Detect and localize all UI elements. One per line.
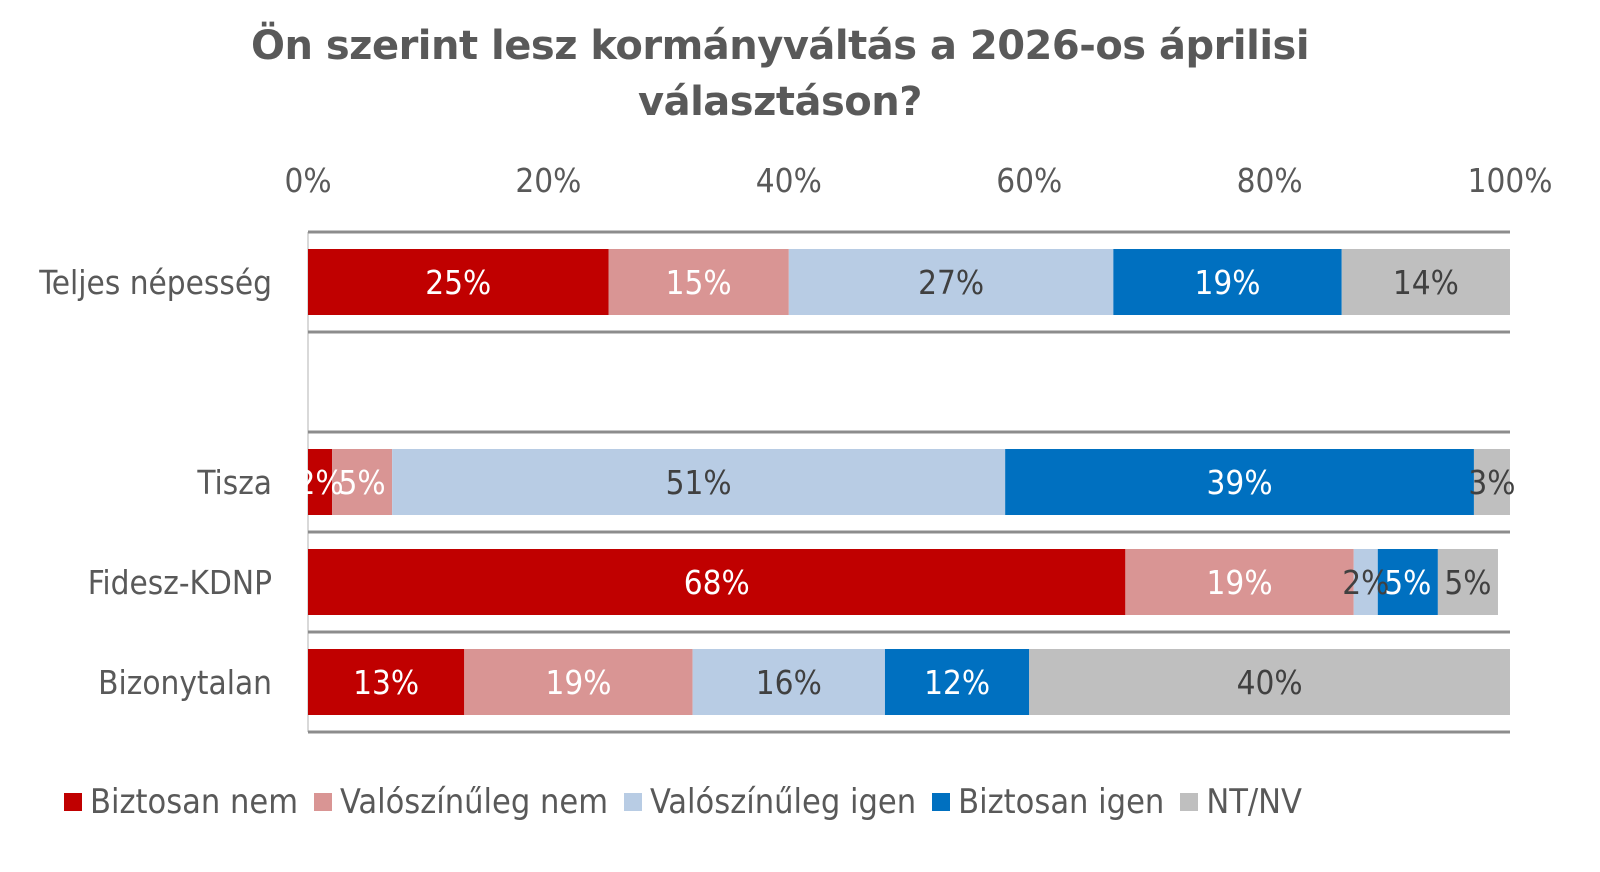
legend-item: Biztosan nem [64,782,298,822]
bar-segment [1125,549,1354,615]
bar-segment [464,649,693,715]
data-label: 19% [1195,263,1261,302]
data-label: 12% [924,663,990,702]
legend-swatch [932,793,951,811]
legend-label: Biztosan nem [90,782,299,822]
bar-segment [1341,249,1510,315]
data-label: 39% [1207,463,1273,502]
category-label: Bizonytalan [98,663,272,702]
bar-segment [1005,449,1474,515]
data-label: 40% [1237,663,1303,702]
x-axis: 0% 20% 40% 60% 80% 100% [284,161,1552,200]
legend-swatch [64,793,82,811]
bar-segment [608,249,789,315]
data-label: 2% [296,463,343,502]
bar-segment [692,649,885,715]
legend-label: Biztosan igen [958,782,1165,822]
data-label: 14% [1393,263,1459,302]
x-tick-label: 40% [756,161,822,200]
data-label: 5% [1384,563,1431,602]
bar-segment [1437,549,1498,615]
bar-segment [392,449,1006,515]
data-label: 13% [353,663,419,702]
data-label: 68% [684,563,750,602]
row-separators [307,230,1510,734]
bar-segment [1473,449,1510,515]
bar-segment [308,249,609,315]
legend-item: Valószínűleg igen [624,782,916,822]
bar-segment [1353,549,1378,615]
legend-item: Valószínűleg nem [314,782,608,822]
bar-segment [1377,549,1438,615]
legend-label: Valószínűleg nem [340,782,609,822]
legend-label: Valószínűleg igen [650,782,917,822]
data-label: 27% [918,263,984,302]
bar-segment [1113,249,1342,315]
data-label: 5% [339,463,386,502]
category-label: Tisza [196,463,272,502]
legend-swatch [624,793,643,811]
data-label: 2% [1342,563,1389,602]
chart-title-line-1: Ön szerint lesz kormányváltás a 2026-os … [250,23,1310,69]
value-labels: 25% 15% 27% 19% 14%2%5% 51% 39% 3%68% 19% 2%5% 5%1… [296,263,1515,702]
x-tick-label: 20% [515,161,581,200]
legend: Biztosan nem Valószínűleg nem Valószínűleg… [64,782,1318,822]
legend-swatch [1180,793,1199,811]
bar-segment [308,549,1126,615]
legend-item: NT/NV [1180,782,1302,822]
data-label: 19% [545,663,611,702]
chart-title: Ön szerint lesz kormányváltás a 2026-os … [0,18,1560,130]
x-tick-label: 60% [996,161,1062,200]
data-label: 25% [425,263,491,302]
x-tick-label: 80% [1237,161,1303,200]
category-label: Teljes népesség [38,263,272,302]
bar-segment [1029,649,1510,715]
data-label: 5% [1444,563,1491,602]
category-labels: Teljes népesség Tisza Fidesz-KDNP Bizonytal… [38,263,272,702]
category-label: Fidesz-KDNP [88,563,272,602]
bar-segment [788,249,1114,315]
legend-label: NT/NV [1206,782,1302,822]
data-label: 16% [756,663,822,702]
data-label: 3% [1468,463,1515,502]
x-tick-label: 0% [284,161,331,200]
bar-segment [332,449,393,515]
bar-segment [308,649,465,715]
legend-item: Biztosan igen [932,782,1164,822]
x-tick-label: 100% [1468,161,1553,200]
bar-segment [308,449,333,515]
chart-title-line-2: választáson? [638,79,922,125]
data-label: 15% [666,263,732,302]
data-label: 51% [666,463,732,502]
bar-segment [884,649,1030,715]
bars [308,249,1510,715]
legend-swatch [314,793,333,811]
data-label: 19% [1207,563,1273,602]
